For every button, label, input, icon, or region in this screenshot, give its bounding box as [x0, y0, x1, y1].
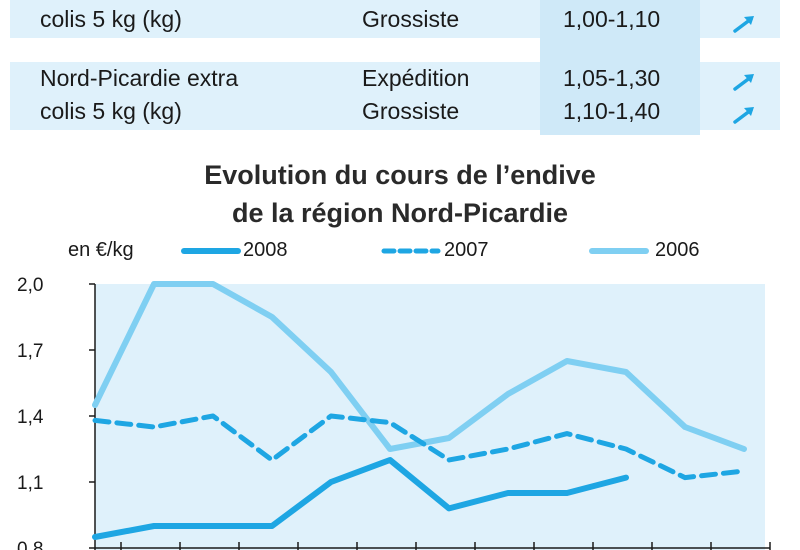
region-cell: colis 5 kg (kg): [40, 6, 182, 32]
price-table: colis 5 kg (kg) Grossiste 1,00-1,10 Nord…: [0, 0, 800, 135]
y-tick-label: 1,4: [17, 407, 44, 428]
region-cell: Nord-Picardie extra: [40, 65, 239, 91]
y-tick-label: 1,7: [17, 341, 43, 362]
y-axis-unit-label: en €/kg: [68, 239, 134, 261]
price-column: [540, 0, 700, 135]
type-cell: Grossiste: [362, 6, 460, 32]
chart-title: Evolution du cours de l’endive: [204, 160, 596, 190]
price-cell: 1,00-1,10: [563, 6, 661, 32]
legend-label-2006: 2006: [655, 239, 700, 261]
region-cell: colis 5 kg (kg): [40, 98, 182, 124]
arrow-up-right-icon: [733, 107, 754, 124]
price-cell: 1,05-1,30: [563, 65, 661, 91]
y-tick-label: 2,0: [17, 275, 43, 296]
arrow-up-right-icon: [733, 16, 754, 33]
legend-label-2008: 2008: [243, 239, 288, 261]
series-line-2007: [92, 413, 747, 481]
chart-subtitle: de la région Nord-Picardie: [231, 198, 569, 228]
type-cell: Expédition: [362, 65, 470, 91]
y-tick-label: 1,1: [17, 473, 43, 494]
legend-label-2007: 2007: [444, 239, 489, 261]
type-cell: Grossiste: [362, 98, 460, 124]
arrow-up-right-icon: [733, 74, 754, 91]
series-line-2008: [92, 457, 629, 540]
price-cell: 1,10-1,40: [563, 98, 661, 124]
y-tick-label: 0,8: [17, 539, 43, 550]
